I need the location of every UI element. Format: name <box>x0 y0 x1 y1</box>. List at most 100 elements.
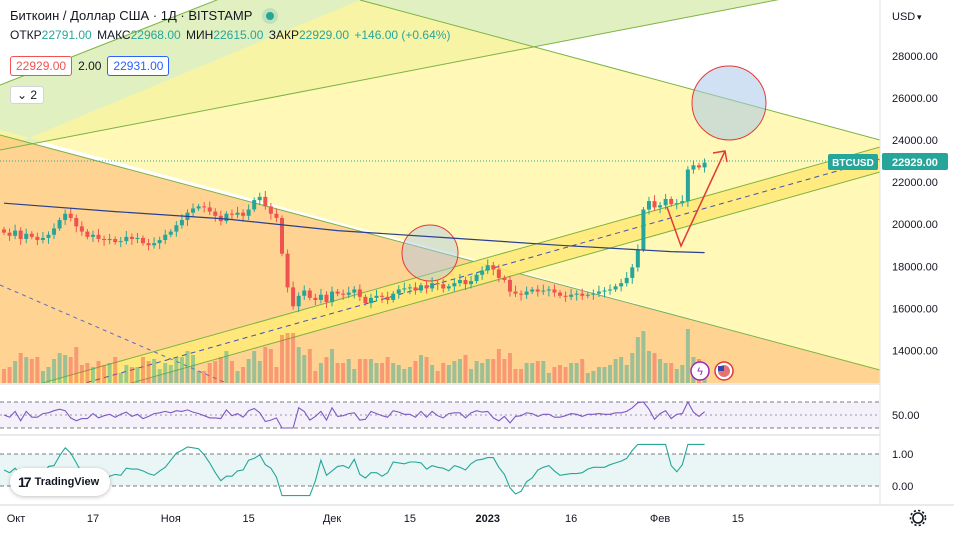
candle-body[interactable] <box>291 287 296 307</box>
candle-body[interactable] <box>430 283 435 289</box>
candle-body[interactable] <box>229 213 234 215</box>
candle-body[interactable] <box>168 231 173 235</box>
candlestick-series[interactable] <box>2 158 707 313</box>
candle-body[interactable] <box>680 201 685 204</box>
candle-body[interactable] <box>191 208 196 213</box>
forecast-arrow[interactable] <box>666 150 726 248</box>
candle-body[interactable] <box>346 292 351 295</box>
candle-body[interactable] <box>174 225 179 232</box>
candle-body[interactable] <box>391 293 396 300</box>
highlight-circle-right[interactable] <box>691 65 767 141</box>
candle-body[interactable] <box>163 234 168 241</box>
sell-button[interactable]: 22929.00 <box>10 56 73 76</box>
candle-body[interactable] <box>630 267 635 278</box>
market-status-icon[interactable] <box>266 11 275 20</box>
candle-body[interactable] <box>352 289 357 293</box>
moving-average-line[interactable] <box>3 202 705 254</box>
price-axis[interactable]: 14000.00 16000.00 18000.00 20000.00 22000.00… <box>892 51 938 358</box>
candle-body[interactable] <box>90 234 95 237</box>
candle-body[interactable] <box>274 213 279 218</box>
candle-body[interactable] <box>341 293 346 295</box>
candle-body[interactable] <box>424 285 429 289</box>
event-icons[interactable]: ϟ <box>690 361 734 381</box>
candle-body[interactable] <box>102 238 107 241</box>
candle-body[interactable] <box>396 289 401 294</box>
candle-body[interactable] <box>2 229 6 233</box>
candle-body[interactable] <box>507 279 512 292</box>
flash-icon[interactable] <box>690 361 710 381</box>
dashed-trend-line[interactable] <box>0 284 300 415</box>
highlight-circle-left[interactable] <box>401 224 459 282</box>
candle-body[interactable] <box>702 162 707 168</box>
candle-body[interactable] <box>513 291 518 294</box>
candle-body[interactable] <box>85 231 90 237</box>
channel-upper-line[interactable] <box>0 0 880 86</box>
candle-body[interactable] <box>129 236 134 239</box>
candle-body[interactable] <box>441 284 446 289</box>
candle-body[interactable] <box>268 206 273 214</box>
candle-body[interactable] <box>96 234 101 239</box>
candle-body[interactable] <box>663 198 668 206</box>
candle-body[interactable] <box>179 220 184 226</box>
candle-body[interactable] <box>157 240 162 244</box>
candle-body[interactable] <box>613 286 618 290</box>
candle-body[interactable] <box>413 287 418 291</box>
candle-body[interactable] <box>658 205 663 208</box>
candle-body[interactable] <box>580 293 585 296</box>
indicators-collapse-button[interactable]: ⌄ 2 <box>10 86 45 104</box>
candle-body[interactable] <box>691 165 696 170</box>
candle-body[interactable] <box>152 243 157 246</box>
rsi-pane[interactable] <box>0 400 880 429</box>
channel-mid-line[interactable] <box>0 0 880 151</box>
candle-body[interactable] <box>307 290 312 298</box>
candle-body[interactable] <box>118 241 123 243</box>
candle-body[interactable] <box>368 297 373 304</box>
candle-body[interactable] <box>558 292 562 296</box>
downtrend-line-bottom[interactable] <box>0 134 880 371</box>
uptrend-channel[interactable] <box>0 146 880 420</box>
candle-body[interactable] <box>591 293 596 295</box>
candle-body[interactable] <box>296 295 301 307</box>
candle-body[interactable] <box>496 269 501 278</box>
candle-body[interactable] <box>402 288 407 290</box>
candle-body[interactable] <box>474 274 479 282</box>
candle-body[interactable] <box>491 265 496 270</box>
candle-body[interactable] <box>574 293 579 295</box>
candle-body[interactable] <box>669 198 674 205</box>
rsi-line[interactable] <box>3 400 705 429</box>
candle-body[interactable] <box>530 289 535 292</box>
candle-body[interactable] <box>246 209 251 216</box>
candle-body[interactable] <box>685 169 690 202</box>
candle-body[interactable] <box>596 291 601 294</box>
candle-body[interactable] <box>13 230 18 236</box>
candle-body[interactable] <box>674 203 679 205</box>
candle-body[interactable] <box>541 290 546 292</box>
yellow-parallel-channel[interactable] <box>0 0 880 370</box>
candle-body[interactable] <box>374 295 379 298</box>
candle-body[interactable] <box>74 217 79 227</box>
candle-body[interactable] <box>141 237 145 244</box>
candle-body[interactable] <box>135 237 140 239</box>
candle-body[interactable] <box>569 294 574 297</box>
candle-body[interactable] <box>57 220 62 229</box>
candle-body[interactable] <box>335 291 340 294</box>
candle-body[interactable] <box>552 289 557 293</box>
candle-body[interactable] <box>535 289 540 292</box>
candle-body[interactable] <box>363 296 368 304</box>
candle-body[interactable] <box>224 213 229 222</box>
candle-body[interactable] <box>446 286 451 289</box>
candle-body[interactable] <box>285 253 290 288</box>
candle-body[interactable] <box>635 249 640 268</box>
candle-body[interactable] <box>697 165 701 168</box>
candle-body[interactable] <box>318 294 323 300</box>
candle-body[interactable] <box>330 291 335 303</box>
candle-body[interactable] <box>24 233 29 239</box>
candle-body[interactable] <box>602 290 607 292</box>
candle-body[interactable] <box>619 283 624 287</box>
candle-body[interactable] <box>457 279 462 284</box>
candle-body[interactable] <box>480 270 485 275</box>
candle-body[interactable] <box>68 213 73 218</box>
candle-body[interactable] <box>146 243 151 246</box>
